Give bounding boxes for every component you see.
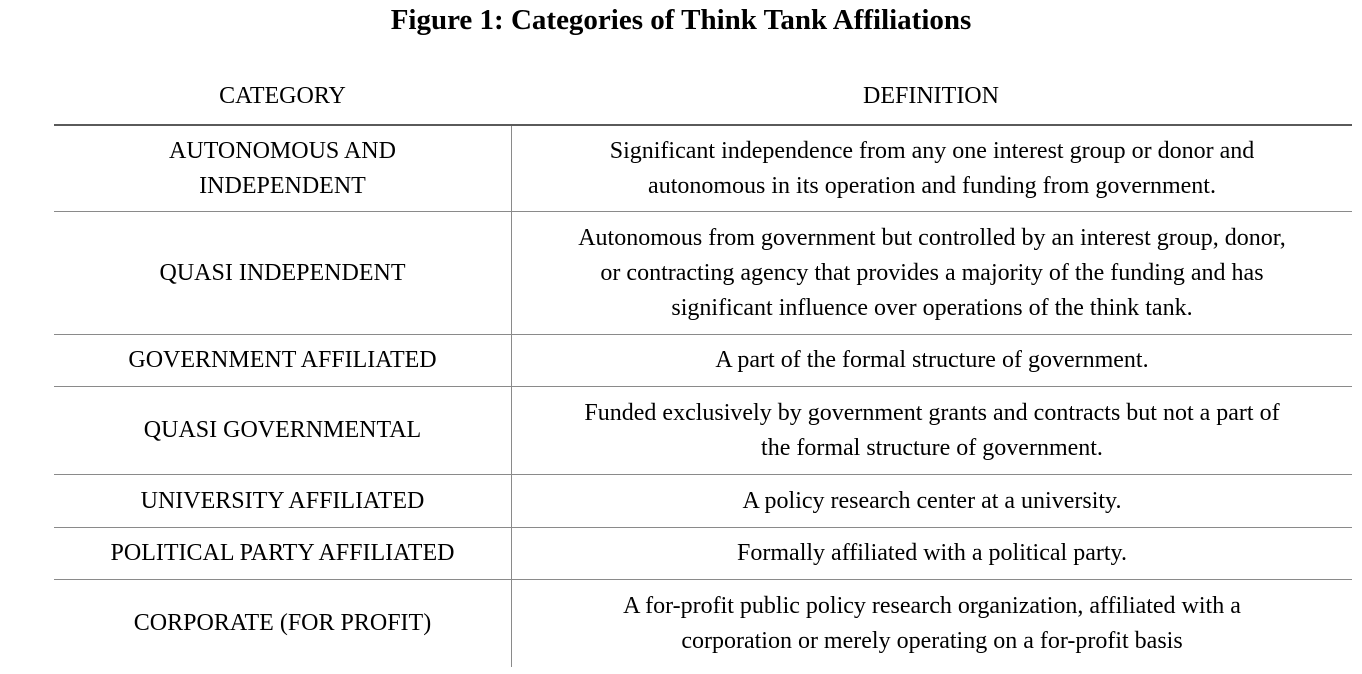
category-cell: CORPORATE (FOR PROFIT) (54, 579, 512, 667)
category-cell: UNIVERSITY AFFILIATED (54, 474, 512, 528)
definition-line: Funded exclusively by government grants … (584, 399, 1280, 426)
definition-line: significant influence over operations of… (671, 294, 1193, 321)
definition-line: autonomous in its operation and funding … (648, 172, 1216, 199)
category-cell: POLITICAL PARTY AFFILIATED (54, 527, 512, 580)
column-header-definition: DEFINITION (863, 83, 999, 109)
definition-cell: A part of the formal structure of govern… (511, 334, 1352, 387)
affiliations-table: AUTONOMOUS AND INDEPENDENT Significant i… (54, 124, 1352, 667)
category-line: INDEPENDENT (199, 172, 366, 199)
definition-cell: Autonomous from government but controlle… (511, 211, 1352, 335)
definition-line: or contracting agency that provides a ma… (600, 259, 1264, 286)
definition-line: corporation or merely operating on a for… (681, 627, 1183, 654)
definition-cell: A policy research center at a university… (511, 474, 1352, 528)
column-header-category: CATEGORY (219, 83, 346, 109)
definition-cell: Significant independence from any one in… (511, 124, 1352, 212)
table-row: POLITICAL PARTY AFFILIATED Formally affi… (54, 527, 1352, 580)
definition-line: Autonomous from government but controlle… (578, 224, 1286, 251)
definition-cell: Formally affiliated with a political par… (511, 527, 1352, 580)
category-cell: QUASI INDEPENDENT (54, 211, 512, 335)
table-row: QUASI GOVERNMENTAL Funded exclusively by… (54, 386, 1352, 475)
definition-line: A policy research center at a university… (742, 487, 1122, 514)
category-cell: AUTONOMOUS AND INDEPENDENT (54, 124, 512, 212)
category-cell: QUASI GOVERNMENTAL (54, 386, 512, 475)
category-line: GOVERNMENT AFFILIATED (128, 347, 437, 373)
category-line: AUTONOMOUS AND (169, 137, 396, 164)
category-line: QUASI GOVERNMENTAL (143, 417, 422, 443)
table-row: GOVERNMENT AFFILIATED A part of the form… (54, 334, 1352, 387)
definition-line: Significant independence from any one in… (609, 137, 1255, 164)
table-row: UNIVERSITY AFFILIATED A policy research … (54, 474, 1352, 528)
table-row: CORPORATE (FOR PROFIT) A for-profit publ… (54, 579, 1352, 667)
definition-line: A part of the formal structure of govern… (715, 347, 1149, 373)
definition-cell: A for-profit public policy research orga… (511, 579, 1352, 667)
definition-line: A for-profit public policy research orga… (623, 592, 1241, 619)
definition-line: Formally affiliated with a political par… (737, 540, 1127, 566)
category-cell: GOVERNMENT AFFILIATED (54, 334, 512, 387)
definition-line: the formal structure of government. (761, 434, 1103, 461)
category-line: UNIVERSITY AFFILIATED (140, 487, 425, 514)
figure-title: Figure 1: Categories of Think Tank Affil… (390, 4, 972, 36)
table-row: QUASI INDEPENDENT Autonomous from govern… (54, 211, 1352, 335)
category-line: QUASI INDEPENDENT (159, 259, 406, 286)
table-row: AUTONOMOUS AND INDEPENDENT Significant i… (54, 124, 1352, 212)
definition-cell: Funded exclusively by government grants … (511, 386, 1352, 475)
category-line: CORPORATE (FOR PROFIT) (133, 610, 432, 636)
category-line: POLITICAL PARTY AFFILIATED (110, 540, 455, 566)
